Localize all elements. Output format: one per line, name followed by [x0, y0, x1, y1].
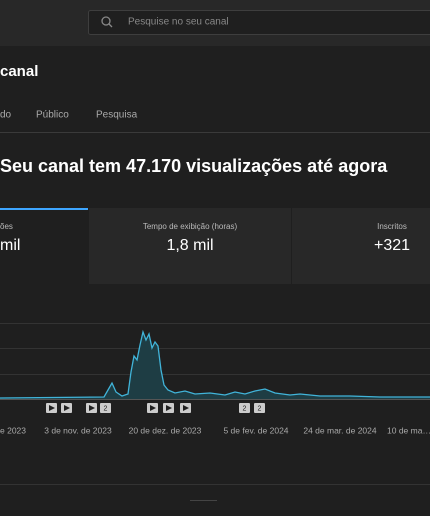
x-label: e 2023 [0, 425, 26, 435]
x-label: 10 de ma… [387, 425, 430, 435]
metric-label: ões [0, 222, 13, 231]
page-title: canal [0, 63, 38, 80]
metric-value: 1,8 mil [166, 237, 213, 254]
chart-line [0, 329, 430, 399]
search-box[interactable] [88, 10, 430, 35]
tab[interactable]: Pesquisa [96, 110, 138, 121]
metric-card[interactable] [89, 208, 291, 284]
metric-value: mil [0, 237, 20, 254]
chart-grid [0, 323, 430, 400]
tab[interactable]: Público [36, 110, 69, 121]
heading: Seu canal tem 47.170 visualizações até a… [0, 156, 388, 176]
metric-card-selected[interactable] [0, 208, 88, 284]
x-label: 5 de fev. de 2024 [223, 425, 288, 435]
metric-value: +321 [374, 237, 410, 254]
metric-label: Inscritos [377, 222, 407, 231]
search-icon [101, 16, 111, 26]
search-icon [108, 23, 113, 28]
x-label: 3 de nov. de 2023 [44, 425, 112, 435]
marker-count: 2 [258, 405, 262, 412]
x-label: 20 de dez. de 2023 [129, 425, 202, 435]
x-label: 24 de mar. de 2024 [303, 425, 377, 435]
marker-count: 2 [104, 405, 108, 412]
selected-indicator [0, 208, 88, 210]
marker-count: 2 [243, 405, 247, 412]
tab[interactable]: do [0, 110, 12, 121]
metric-card[interactable] [292, 208, 430, 284]
play-icons [49, 405, 189, 411]
metric-label: Tempo de exibição (horas) [143, 222, 238, 231]
search-placeholder: Pesquise no seu canal [128, 17, 229, 28]
